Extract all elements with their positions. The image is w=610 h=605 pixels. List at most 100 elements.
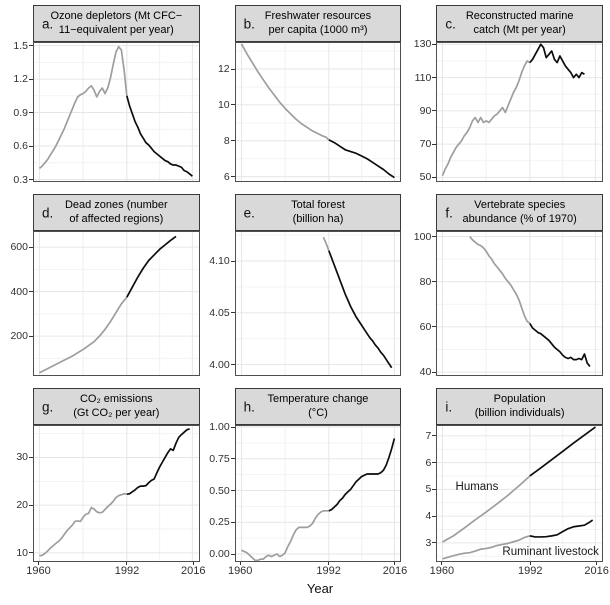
freshwater-per-capita-post1992-line [328,140,394,178]
x-tick-label: 2016 [584,565,609,577]
panel-title-line: abundance (% of 1970) [462,212,577,225]
x-tick-label: 1960 [26,565,51,577]
panel-h: h. Temperature change (°C) 0.00 0.25 0.50 0.75… [209,388,407,578]
y-tick-mark [29,291,33,293]
panel-letter: d. [42,205,54,220]
panel-letter: c. [445,16,456,31]
y-tick-mark [29,78,33,80]
panel-strip: b. Freshwater resources per capita (1000 m… [234,5,402,42]
panel-strip: f. Vertebrate species abundance (% of 1970… [436,194,603,231]
y-tick-mark [432,515,437,517]
y-tick-label: 12 [217,63,230,76]
y-tick-mark [230,312,235,314]
humans-post1992-line [530,427,596,476]
humans-pre1992-line [443,476,530,542]
y-tick-mark [29,45,33,47]
panel-strip: e. Total forest (billion ha) [234,194,402,231]
panel-title: Dead zones (number of affected regions) [63,199,170,226]
y-tick-mark [230,521,235,523]
y-tick-label: 1.5 [13,39,28,52]
y-tick-mark [29,552,33,554]
y-tick-label: 5 [425,483,432,496]
y-tick-label: 200 [10,330,28,343]
panel-title-line: per capita (1000 m³) [268,23,368,36]
panel-title-line: (billion ha) [292,212,344,225]
y-tick-mark [432,110,437,112]
vertebrate-abundance-post1992-line [530,323,590,366]
annotation-ruminant-livestock: Ruminant livestock [502,545,599,558]
y-tick-mark [432,488,437,490]
y-tick-mark [29,246,33,248]
x-tick-label: 1960 [227,565,253,577]
x-axis: 1960 1992 2016 [26,562,206,578]
co2-emissions-post1992-line [127,429,190,494]
marine-catch-post1992-line [530,44,585,77]
panel-title-line: of affected regions) [69,212,164,225]
panel-title-line: (billion individuals) [474,406,565,419]
y-tick-mark [432,143,437,145]
x-tick-label: 1992 [114,565,140,577]
plot-area: 200 400 600 [10,231,200,376]
total-forest-pre1992-line [323,237,328,250]
y-tick-label: 100 [413,230,432,243]
panel-letter: a. [42,16,54,31]
y-tick-mark [432,281,437,283]
y-tick-label: 4 [425,510,432,523]
panel-title-line: CO₂ emissions [79,393,153,406]
y-tick-mark [230,364,235,366]
panel-letter: e. [243,205,255,220]
dead-zones-pre1992-line [39,297,126,373]
chart-svg [236,232,401,375]
x-tick-label: 1992 [316,565,341,577]
y-tick-label: 1.00 [209,421,230,434]
y-tick-label: 1.2 [13,73,28,86]
x-tick-mark [529,562,531,565]
y-tick-label: 4.05 [209,306,230,319]
panel-title: Population (billion individuals) [473,393,567,420]
temperature-change-pre1992-line [241,511,328,561]
y-tick-mark [432,542,437,544]
y-tick-label: 3 [425,536,432,549]
y-tick-mark [29,456,33,458]
y-tick-label: 90 [419,104,432,117]
panel-title-line: Population [493,393,546,406]
temperature-change-post1992-line [328,438,394,510]
plot-area: 3 4 5 6 7 Humans Ruminant livestock [425,425,603,562]
y-tick-mark [29,335,33,337]
plot-area: 50 70 90 110 130 [414,38,603,183]
marine-catch-pre1992-line [443,61,530,176]
y-tick-mark [230,553,235,555]
panel-title: Total forest (billion ha) [289,199,347,226]
panel-b: b. Freshwater resources per capita (1000 m… [209,5,402,183]
y-tick-label: 30 [16,451,28,464]
chart-svg [437,43,602,181]
y-tick-label: 0.3 [13,173,28,186]
y-tick-mark [230,68,235,70]
plot-area: 4.00 4.05 4.10 [209,231,402,376]
y-tick-label: 7 [425,429,432,442]
panel-strip: h. Temperature change (°C) [234,388,402,425]
x-tick-mark [394,562,396,565]
panel-title-line: Freshwater resources [264,10,372,23]
chart-svg [34,426,199,561]
ruminant-livestock-pre1992-line [443,536,530,559]
panel-title: Vertebrate species abundance (% of 1970) [460,199,578,226]
y-tick-label: 20 [16,499,28,512]
ruminant-livestock-post1992-line [530,520,593,537]
y-tick-mark [432,77,437,79]
y-tick-mark [29,112,33,114]
y-tick-label: 10 [217,98,230,111]
y-tick-mark [29,179,33,181]
y-tick-mark [230,104,235,106]
total-forest-post1992-line [328,251,391,368]
panel-title-line: Vertebrate species [474,199,566,212]
panel-title: Reconstructed marine catch (Mt per year) [464,10,576,37]
y-tick-label: 0.75 [209,452,230,465]
x-tick-mark [192,562,194,565]
panel-c: c. Reconstructed marine catch (Mt per year… [410,5,603,183]
facet-grid: a. Ozone depletors (Mt CFC− 11−equivalent … [7,5,609,578]
panel-title-line: Total forest [291,199,345,212]
plot-area: 0.3 0.6 0.9 1.2 1.5 [13,40,200,186]
ozone-depletors-pre1992-line [39,47,126,169]
